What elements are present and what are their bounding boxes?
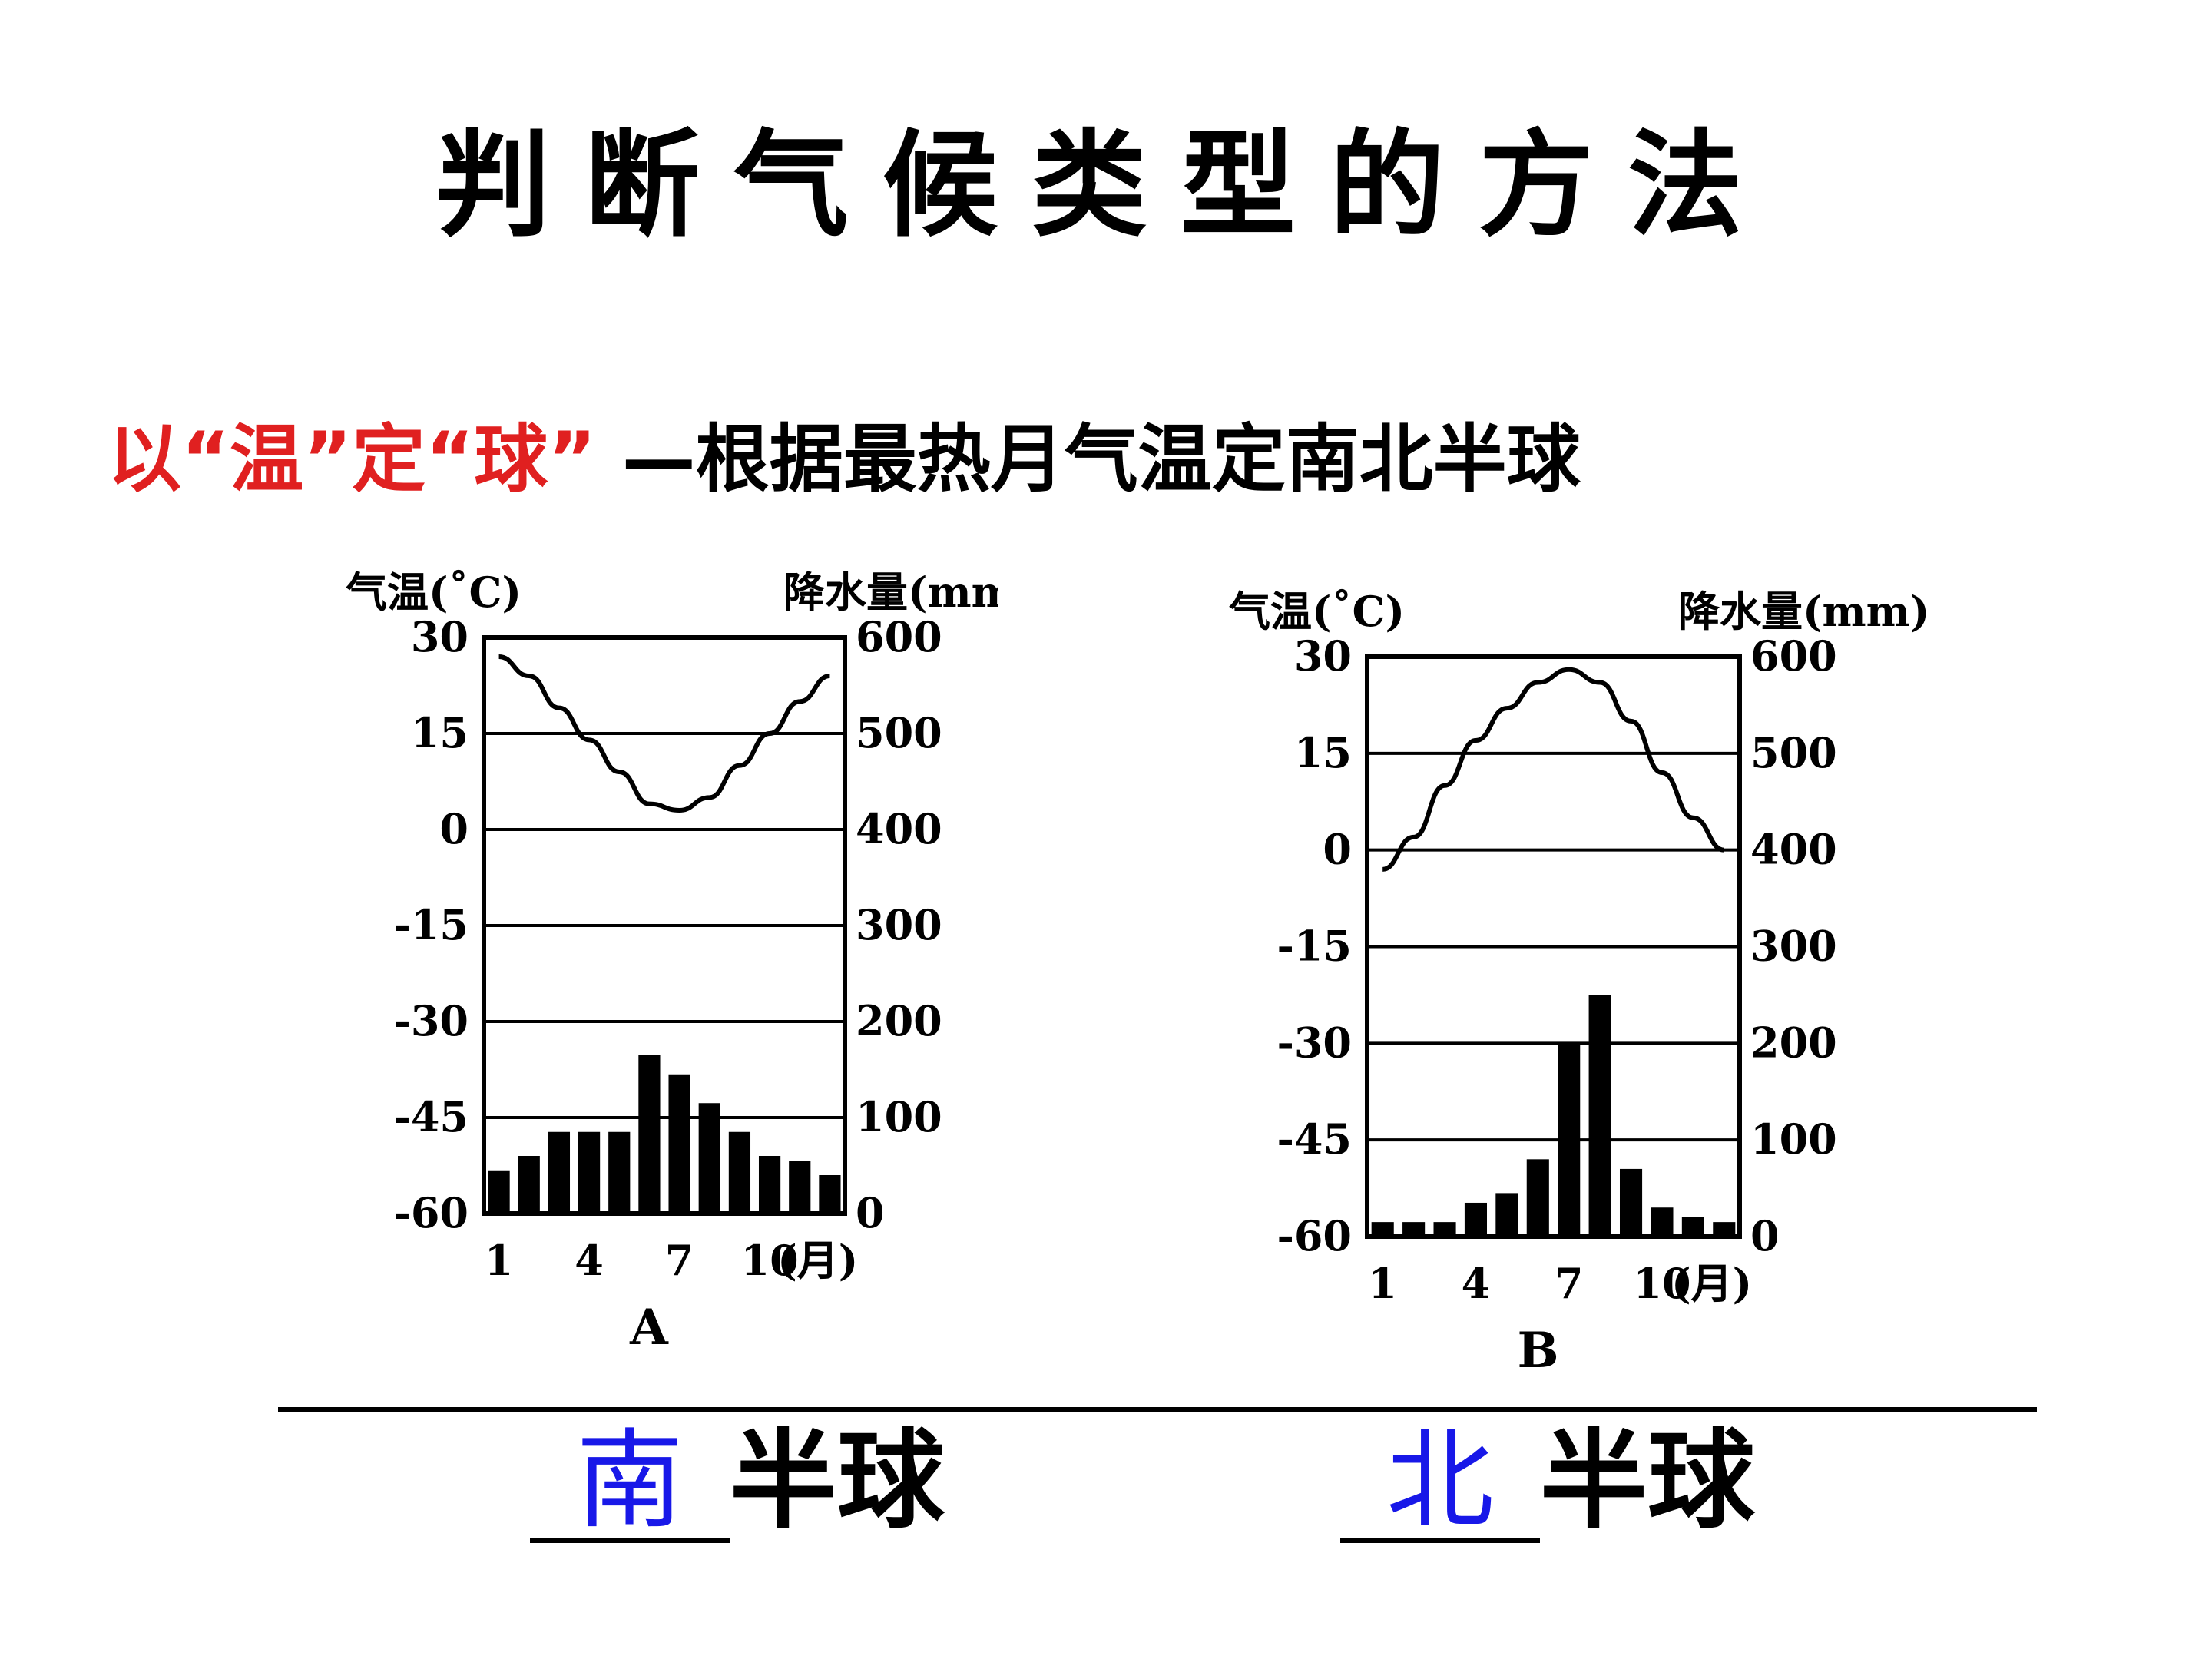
precipitation-bar [608, 1131, 631, 1214]
precipitation-bar [548, 1131, 571, 1214]
precipitation-bar [789, 1161, 811, 1214]
y-right-tick-label: 600 [1750, 631, 1837, 680]
precipitation-bar [488, 1170, 510, 1214]
answer-b-suffix: 半球 [1540, 1419, 1756, 1544]
precipitation-bar [1713, 1222, 1736, 1237]
precipitation-bar [1402, 1222, 1426, 1237]
page-title: 判断气候类型的方法 [435, 118, 1777, 253]
y-left-axis-label: 气温(˚C) [1229, 587, 1405, 636]
y-right-tick-label: 100 [856, 1092, 942, 1141]
precipitation-bar [1371, 1222, 1394, 1237]
divider-line [278, 1407, 2037, 1412]
y-right-tick-label: 500 [856, 708, 942, 757]
precipitation-bar [1619, 1168, 1643, 1237]
x-tick-label: 1 [485, 1236, 514, 1285]
answer-a-fill[interactable]: 南 [575, 1419, 684, 1544]
precipitation-bar [1558, 1043, 1581, 1237]
answer-b: 北半球 [1340, 1394, 1755, 1549]
subtitle-highlight: 以“温”定“球” [108, 416, 597, 502]
x-tick-label: 7 [665, 1236, 694, 1285]
subtitle: 以“温”定“球” —根据最热月气温定南北半球 [108, 399, 1581, 506]
y-left-tick-label: 0 [439, 804, 469, 853]
precipitation-bar [1651, 1207, 1674, 1237]
y-left-tick-label: -30 [393, 996, 469, 1045]
precipitation-bar [1588, 995, 1611, 1237]
precipitation-bar [819, 1175, 841, 1214]
y-right-tick-label: 300 [856, 900, 942, 949]
precipitation-bar [518, 1156, 540, 1214]
x-tick-label: 1 [1368, 1259, 1397, 1308]
answer-a-suffix: 半球 [730, 1419, 945, 1544]
precipitation-bar [578, 1131, 601, 1214]
y-right-tick-label: 0 [1750, 1211, 1780, 1260]
y-left-tick-label: 0 [1323, 825, 1352, 874]
x-tick-label: 10 [1633, 1259, 1690, 1308]
y-left-tick-label: -60 [1277, 1211, 1352, 1260]
y-left-tick-label: 15 [1294, 728, 1352, 777]
y-right-tick-label: 600 [856, 612, 942, 661]
chart-label: A [629, 1299, 669, 1356]
temperature-line [1382, 667, 1725, 872]
y-right-tick-label: 400 [856, 804, 942, 853]
x-tick-label: 10 [741, 1236, 799, 1285]
precipitation-bar [668, 1074, 690, 1214]
y-right-tick-label: 300 [1750, 922, 1837, 971]
precipitation-bar [758, 1156, 781, 1214]
y-right-tick-label: 400 [1750, 825, 1837, 874]
y-right-tick-label: 0 [856, 1188, 885, 1237]
precipitation-bar [728, 1131, 751, 1214]
y-left-tick-label: -60 [393, 1188, 469, 1237]
y-left-tick-label: 30 [1294, 631, 1352, 680]
precipitation-bar [638, 1055, 661, 1214]
y-left-tick-label: 30 [411, 612, 469, 661]
subtitle-rest: —根据最热月气温定南北半球 [596, 416, 1581, 502]
y-right-tick-label: 200 [1750, 1018, 1837, 1067]
temperature-line [498, 654, 830, 813]
y-right-tick-label: 100 [1750, 1114, 1837, 1164]
y-left-tick-label: -15 [393, 900, 469, 949]
precipitation-bar [1681, 1217, 1704, 1237]
y-right-axis-label: 降水量(mm) [783, 568, 998, 617]
y-right-axis-label: 降水量(mm) [1678, 587, 1929, 636]
y-left-axis-label: 气温(˚C) [346, 568, 522, 617]
precipitation-bar [1464, 1202, 1488, 1237]
precipitation-bar [1433, 1222, 1456, 1237]
precipitation-bar [1526, 1159, 1549, 1237]
answer-b-fill[interactable]: 北 [1386, 1419, 1494, 1544]
x-unit-label: (月) [1671, 1259, 1752, 1308]
y-left-tick-label: -45 [393, 1092, 469, 1141]
climate-chart-b: 30 15 0 -15 -30 -45 -60 600 500 400 300 200 100 0 气温(˚… [1229, 587, 1929, 1379]
y-left-tick-label: -30 [1277, 1018, 1352, 1067]
precipitation-bar [1495, 1193, 1518, 1237]
y-left-tick-label: -15 [1277, 922, 1352, 971]
y-left-tick-label: 15 [411, 708, 469, 757]
answer-a: 南半球 [530, 1394, 945, 1549]
y-left-tick-label: -45 [1277, 1114, 1352, 1164]
x-tick-label: 7 [1555, 1259, 1584, 1308]
y-right-tick-label: 200 [856, 996, 942, 1045]
x-tick-label: 4 [575, 1236, 604, 1285]
y-right-tick-label: 500 [1750, 728, 1837, 777]
x-unit-label: (月) [777, 1236, 858, 1285]
precipitation-bar [698, 1103, 720, 1214]
climate-chart-a: 30 15 0 -15 -30 -45 -60 600 500 400 300 200 100 0 气温(˚… [346, 568, 998, 1356]
x-tick-label: 4 [1462, 1259, 1491, 1308]
chart-label: B [1517, 1322, 1558, 1379]
